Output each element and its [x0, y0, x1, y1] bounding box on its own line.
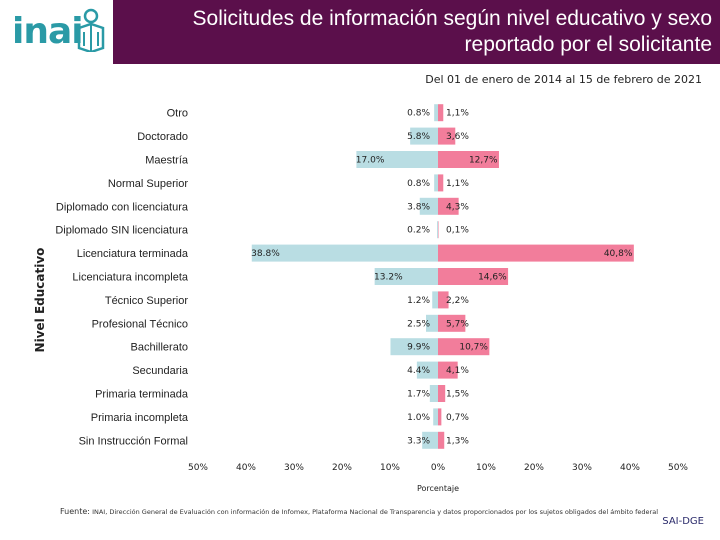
data-label-left: 0.8% [407, 179, 430, 189]
bar-right [438, 104, 444, 122]
x-tick-label: 0% [431, 463, 446, 473]
data-label-left: 4.4% [407, 366, 430, 376]
data-label-right: 10,7% [459, 343, 488, 353]
category-label: Maestría [145, 155, 189, 167]
data-label-right: 0,7% [446, 413, 469, 423]
bar-left [422, 431, 438, 449]
x-tick-label: 30% [284, 463, 304, 473]
bar-left [426, 314, 438, 332]
bar-right [438, 197, 459, 215]
data-label-right: 1,3% [446, 436, 469, 446]
data-label-right: 1,1% [446, 109, 469, 119]
data-label-right: 1,5% [446, 390, 469, 400]
category-label: Bachillerato [131, 342, 188, 354]
data-label-right: 0,1% [446, 226, 469, 236]
category-label: Técnico Superior [105, 295, 188, 307]
data-label-left: 3.3% [407, 436, 430, 446]
category-label: Licenciatura terminada [77, 248, 189, 260]
x-tick-label: 20% [332, 463, 352, 473]
bar-right [438, 174, 444, 192]
data-label-left: 17.0% [356, 156, 385, 166]
bar-left [410, 127, 438, 145]
bar-right [438, 385, 446, 402]
category-label: Normal Superior [108, 178, 188, 190]
header: inai Solicitudes de información según ni… [0, 0, 720, 64]
data-label-right: 3,6% [446, 132, 469, 142]
bar-left [390, 338, 438, 356]
page-title: Solicitudes de información según nivel e… [192, 7, 712, 56]
bar-right [438, 151, 499, 168]
unit-label: SAI-DGE [662, 516, 704, 527]
bar-left [356, 151, 438, 168]
bar-right [438, 244, 634, 262]
x-tick-label: 40% [236, 463, 256, 473]
bar-left [432, 291, 438, 309]
diverging-bar-chart: Otro 0.8% 1,1% Doctorado 5.8% 3,6% Maestría 17.… [33, 104, 688, 493]
bar-left [434, 104, 438, 122]
source-label: Fuente: [60, 507, 90, 516]
data-label-right: 12,7% [469, 156, 498, 166]
bar-left [419, 197, 438, 215]
x-tick-label: 40% [620, 463, 640, 473]
data-label-left: 2.5% [407, 319, 430, 329]
bar-right [438, 408, 442, 426]
category-label: Licenciatura incompleta [72, 272, 188, 284]
data-label-left: 3.8% [407, 202, 430, 212]
category-label: Diplomado SIN licenciatura [55, 225, 189, 237]
bar-right [438, 291, 449, 309]
data-label-left: 5.8% [407, 132, 430, 142]
x-tick-label: 10% [476, 463, 496, 473]
bar-right [438, 127, 456, 145]
x-tick-label: 50% [188, 463, 208, 473]
data-label-left: 13.2% [374, 273, 403, 283]
data-label-right: 4,1% [446, 366, 469, 376]
bar-left [374, 268, 438, 285]
bar-right [438, 338, 490, 356]
data-label-left: 0.2% [407, 226, 430, 236]
data-label-right: 4,3% [446, 202, 469, 212]
data-label-right: 1,1% [446, 179, 469, 189]
bar-left [437, 221, 438, 239]
x-tick-label: 30% [572, 463, 592, 473]
bar-left [434, 174, 438, 192]
bar-right [438, 268, 509, 285]
bar-left [416, 361, 438, 379]
data-label-left: 1.2% [407, 296, 430, 306]
data-label-left: 0.8% [407, 109, 430, 119]
data-label-left: 1.7% [407, 390, 430, 400]
data-label-right: 40,8% [604, 249, 633, 259]
source-note: Fuente: INAI, Dirección General de Evalu… [60, 506, 660, 518]
category-label: Primaria incompleta [91, 412, 189, 424]
logo: inai [0, 0, 113, 64]
category-label: Primaria terminada [95, 389, 189, 401]
data-label-left: 1.0% [407, 413, 430, 423]
category-label: Sin Instrucción Formal [79, 435, 188, 447]
category-label: Profesional Técnico [92, 318, 188, 330]
category-label: Doctorado [137, 131, 188, 143]
bar-right [438, 431, 445, 449]
bar-left [429, 385, 438, 402]
title-banner: Solicitudes de información según nivel e… [113, 0, 720, 64]
y-axis-label: Nivel Educativo [33, 248, 47, 353]
source-text: INAI, Dirección General de Evaluación co… [92, 508, 658, 516]
bar-left [251, 244, 438, 262]
date-range: Del 01 de enero de 2014 al 15 de febrero… [425, 73, 702, 86]
category-label: Otro [167, 108, 188, 120]
inai-building-icon [77, 8, 105, 52]
x-tick-label: 50% [668, 463, 688, 473]
x-axis-label: Porcentaje [417, 484, 459, 493]
data-label-left: 9.9% [407, 343, 430, 353]
category-label: Diplomado con licenciatura [56, 201, 189, 213]
data-label-left: 38.8% [251, 249, 280, 259]
data-label-right: 2,2% [446, 296, 469, 306]
bar-left [433, 408, 438, 426]
x-tick-label: 20% [524, 463, 544, 473]
bar-right [438, 314, 466, 332]
data-label-right: 14,6% [478, 273, 507, 283]
logo-text: inai [12, 11, 84, 52]
bar-right [438, 361, 458, 379]
category-label: Secundaria [132, 365, 189, 377]
x-tick-label: 10% [380, 463, 400, 473]
data-label-right: 5,7% [446, 319, 469, 329]
